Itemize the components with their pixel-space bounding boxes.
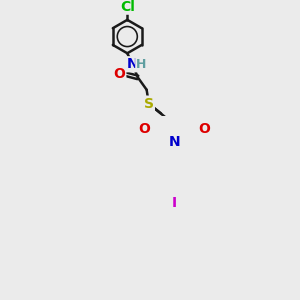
Text: O: O [199,122,210,136]
Text: N: N [169,135,180,149]
Text: O: O [138,122,150,136]
Text: I: I [172,196,177,210]
Text: O: O [113,67,125,81]
Text: N: N [127,57,138,71]
Text: S: S [144,97,154,111]
Text: H: H [136,58,147,71]
Text: S: S [144,97,154,111]
Text: Cl: Cl [120,0,135,14]
